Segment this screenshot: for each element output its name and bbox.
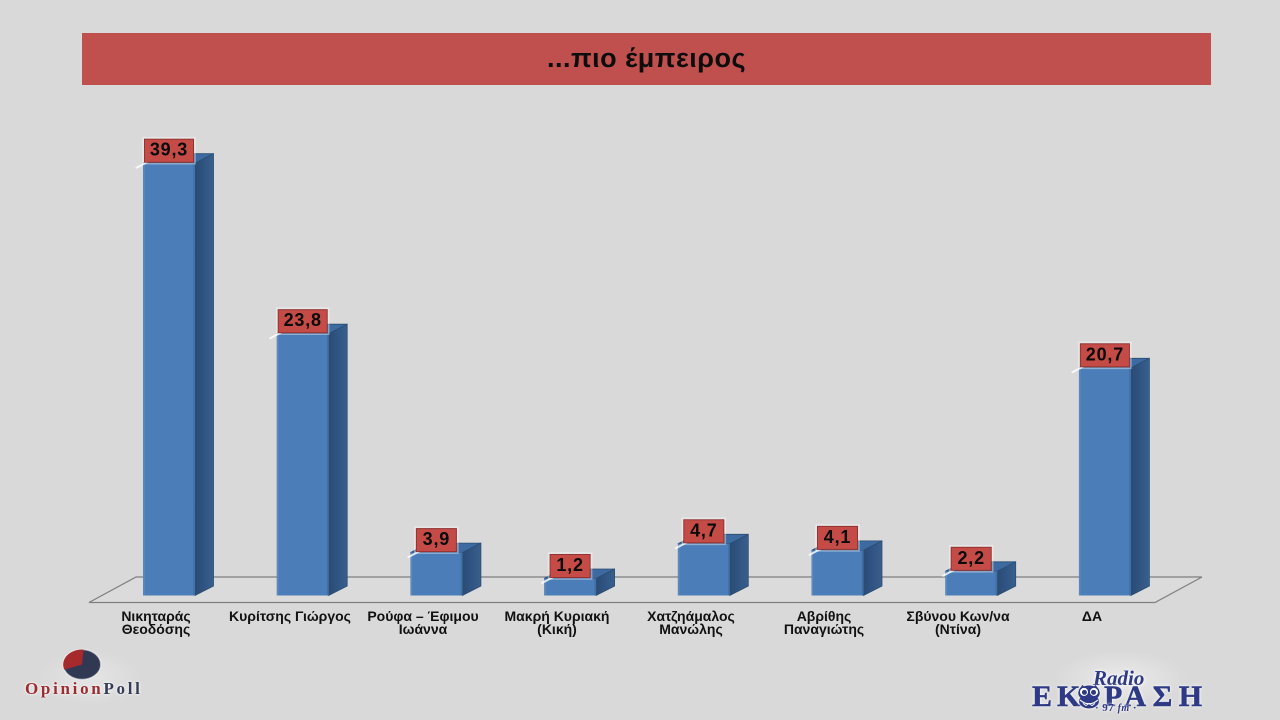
svg-text:39,3: 39,3 — [150, 140, 188, 160]
svg-text:20,7: 20,7 — [1086, 344, 1124, 364]
svg-text:4,7: 4,7 — [690, 520, 717, 540]
svg-text:1,2: 1,2 — [556, 555, 583, 575]
svg-text:2,2: 2,2 — [957, 548, 984, 568]
svg-text:3,9: 3,9 — [423, 529, 450, 549]
svg-text:23,8: 23,8 — [284, 310, 322, 330]
svg-text:4,1: 4,1 — [824, 527, 851, 547]
